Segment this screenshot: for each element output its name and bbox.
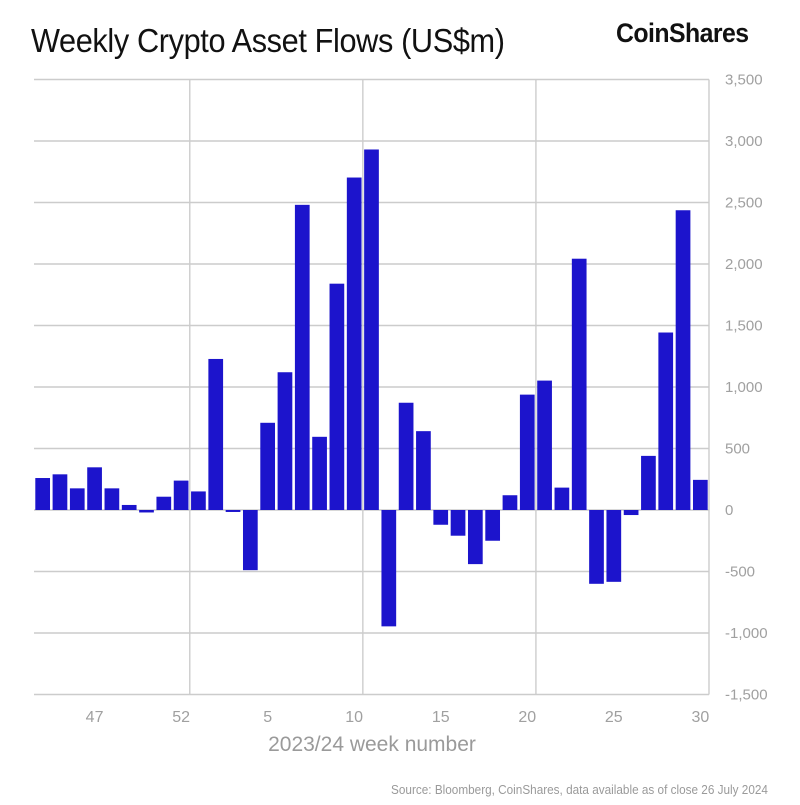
bar-week-19 xyxy=(502,495,518,510)
bar-week-28 xyxy=(658,332,674,510)
bar-week-17 xyxy=(467,510,483,565)
bars xyxy=(35,149,708,627)
x-tick-label: 52 xyxy=(172,709,190,726)
x-axis-label: 2023/24 week number xyxy=(268,733,476,756)
x-tick-label: 10 xyxy=(345,709,363,726)
bar-week-18 xyxy=(485,510,501,541)
x-tick-label: 20 xyxy=(518,709,536,726)
bar-week-22 xyxy=(554,487,570,510)
y-tick-label: -1,000 xyxy=(725,625,768,642)
bar-week-25 xyxy=(606,510,622,582)
bar-week-21 xyxy=(537,380,552,510)
y-tick-label: -500 xyxy=(725,564,755,581)
bar-week-51 xyxy=(156,496,172,510)
bar-week-12 xyxy=(381,510,397,627)
bar-week-10 xyxy=(346,177,362,510)
bar-week-2 xyxy=(208,358,224,510)
bar-week-27 xyxy=(641,455,656,510)
bar-week-14 xyxy=(416,431,431,510)
y-tick-label: 0 xyxy=(725,502,733,519)
bar-week-4 xyxy=(242,510,258,571)
bar-week-3 xyxy=(225,510,241,512)
bar-week-7 xyxy=(294,204,310,510)
y-tick-label: 2,500 xyxy=(725,195,763,212)
x-tick-label: 15 xyxy=(432,709,450,726)
bar-week-8 xyxy=(312,436,327,510)
bar-week-15 xyxy=(433,510,449,525)
bar-week-52 xyxy=(173,480,189,510)
bar-week-50 xyxy=(139,510,154,513)
bar-week-13 xyxy=(398,402,414,510)
bar-week-26 xyxy=(623,510,639,516)
bar-week-16 xyxy=(450,510,466,536)
x-tick-label: 47 xyxy=(86,709,104,726)
y-tick-label: 3,500 xyxy=(725,72,763,89)
y-tick-label: 2,000 xyxy=(725,256,763,273)
bar-week-9 xyxy=(329,283,345,510)
coinshares-logo: CoinShares xyxy=(616,18,749,48)
bar-week-46 xyxy=(69,488,85,510)
x-tick-label: 30 xyxy=(691,709,709,726)
bar-week-24 xyxy=(589,510,604,584)
bar-week-5 xyxy=(260,422,276,510)
y-tick-label: 1,500 xyxy=(725,318,763,335)
chart-title: Weekly Crypto Asset Flows (US$m) xyxy=(31,22,505,59)
vertical-gridlines xyxy=(189,79,537,695)
y-axis-tick-labels: 3,500 3,000 2,500 2,000 1,500 1,000 500 0 -500 -1… xyxy=(725,72,768,704)
bar-week-29 xyxy=(675,210,691,510)
bar-week-48 xyxy=(104,488,120,510)
bar-week-20 xyxy=(519,394,535,510)
y-tick-label: -1,500 xyxy=(725,687,768,704)
y-tick-label: 3,000 xyxy=(725,133,763,150)
bar-week-49 xyxy=(121,504,137,510)
bar-week-1 xyxy=(191,491,206,510)
x-axis-tick-labels: 47 52 5 10 15 20 25 30 xyxy=(86,709,710,726)
bar-week-44 xyxy=(35,478,51,510)
bar-week-11 xyxy=(364,149,379,510)
x-tick-label: 25 xyxy=(605,709,623,726)
bar-week-30 xyxy=(692,479,708,510)
y-tick-label: 500 xyxy=(725,441,750,458)
source-note: Source: Bloomberg, CoinShares, data avai… xyxy=(391,783,768,797)
bar-week-6 xyxy=(277,372,293,510)
bar-week-45 xyxy=(52,474,68,510)
bar-week-47 xyxy=(87,467,102,510)
y-tick-label: 1,000 xyxy=(725,379,763,396)
bar-week-23 xyxy=(571,258,587,510)
x-tick-label: 5 xyxy=(263,709,272,726)
